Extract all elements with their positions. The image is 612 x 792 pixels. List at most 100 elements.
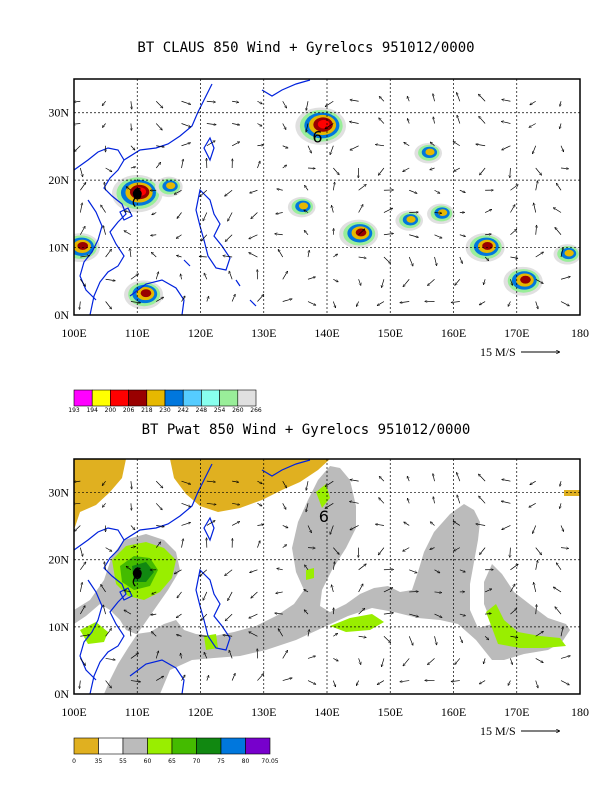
coastline-japan [261,79,311,97]
wind-vector [251,591,258,598]
x-tick-label: 180 [571,326,589,340]
wind-vector [530,100,536,106]
coastline-hainan [119,207,133,221]
x-tick-label: 180 [571,705,589,719]
wind-vector [350,480,359,482]
wind-vector [74,145,81,152]
gyre-center-filled [132,189,142,199]
wind-vector [131,123,132,131]
wind-vector [282,101,288,108]
wind-vector [232,503,240,504]
wind-vector [332,680,335,687]
pwat-mid-band [74,466,570,694]
wind-vector [333,561,334,570]
wind-vector [434,592,442,593]
wind-vector [229,271,233,280]
wind-vector [257,145,264,146]
wind-vector [249,631,258,637]
wind-vector [277,628,284,637]
coastline-borneo [129,279,185,315]
wind-vector [459,189,466,192]
wind-vector [206,296,209,302]
wind-vector [181,296,186,302]
wind-vector [409,234,418,238]
colorbar-swatch [164,389,184,407]
wind-vector [358,564,367,571]
wind-vector [177,591,182,598]
wind-vector [379,476,385,482]
wind-vector [79,203,82,213]
wind-vector [560,503,561,508]
wind-vector [282,123,287,130]
wind-vector [204,273,208,280]
wind-vector [74,503,81,504]
bot-coastline-taiwan [203,516,215,542]
gyre-center-filled [132,568,142,578]
wind-vector [560,277,571,280]
colorbar-swatch [128,389,148,407]
wind-vector [307,680,316,685]
wind-vector [308,548,315,549]
wind-vector [400,681,410,682]
wind-vector [536,604,537,615]
wind-vector [478,116,486,124]
wind-vector [333,278,338,283]
wind-vector [459,235,466,237]
wind-vector [459,569,466,572]
wind-vector [103,225,106,235]
wind-vector [80,279,85,286]
wind-vector [403,658,410,666]
wind-vector [100,205,106,213]
wind-vector [483,658,485,664]
wind-vector [181,143,191,147]
wind-vector [308,250,309,258]
wind-vector [560,301,570,307]
wind-vector [103,605,106,615]
wind-vector [306,123,309,133]
wind-vector [156,675,164,681]
wind-vector [307,525,312,533]
wind-vector [231,673,235,681]
coastline-asia [74,147,127,315]
wind-vector [249,252,258,258]
wind-vector [330,145,334,155]
wind-vector [304,209,309,213]
wind-vector [484,588,492,593]
wind-vector [282,480,288,488]
wind-vector [181,159,184,169]
wind-vector [282,271,288,280]
wind-vector [430,168,435,170]
wind-vector [306,101,309,110]
wind-vector [104,182,105,191]
wind-vector [249,569,258,573]
wind-vector [201,613,208,620]
wind-vector [150,235,157,236]
wind-vector [282,165,287,169]
wind-vector [529,123,536,128]
wind-vector [330,525,334,534]
wind-vector [510,204,516,213]
wind-vector [102,101,106,106]
cloud-top-contour [564,249,574,257]
wind-vector [555,227,562,235]
colorbar-label: 194 [86,407,98,414]
wind-vector [251,212,258,219]
wind-vector [358,229,365,236]
x-tick-label: 110E [125,326,150,340]
wind-vector [325,100,334,108]
wind-vector [282,299,293,302]
pwat-moist-sea [330,614,384,632]
wind-vector [560,525,564,531]
wind-vector [535,658,544,664]
wind-vector [275,592,283,593]
wind-vector [130,167,136,168]
colorbar-label: 200 [105,407,117,414]
wind-vector [455,658,461,664]
wind-vector [231,294,235,302]
colorbar-label: 70.05 [261,758,278,765]
pwat-moist-north [316,484,330,508]
wind-vector [433,496,434,504]
wind-vector [333,547,339,555]
wind-vector [535,301,538,310]
pwat-moist-140 [306,568,314,580]
